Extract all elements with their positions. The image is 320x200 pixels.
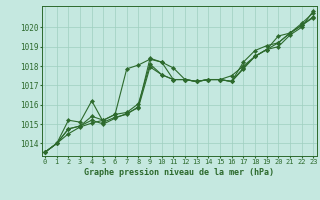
X-axis label: Graphe pression niveau de la mer (hPa): Graphe pression niveau de la mer (hPa) <box>84 168 274 177</box>
